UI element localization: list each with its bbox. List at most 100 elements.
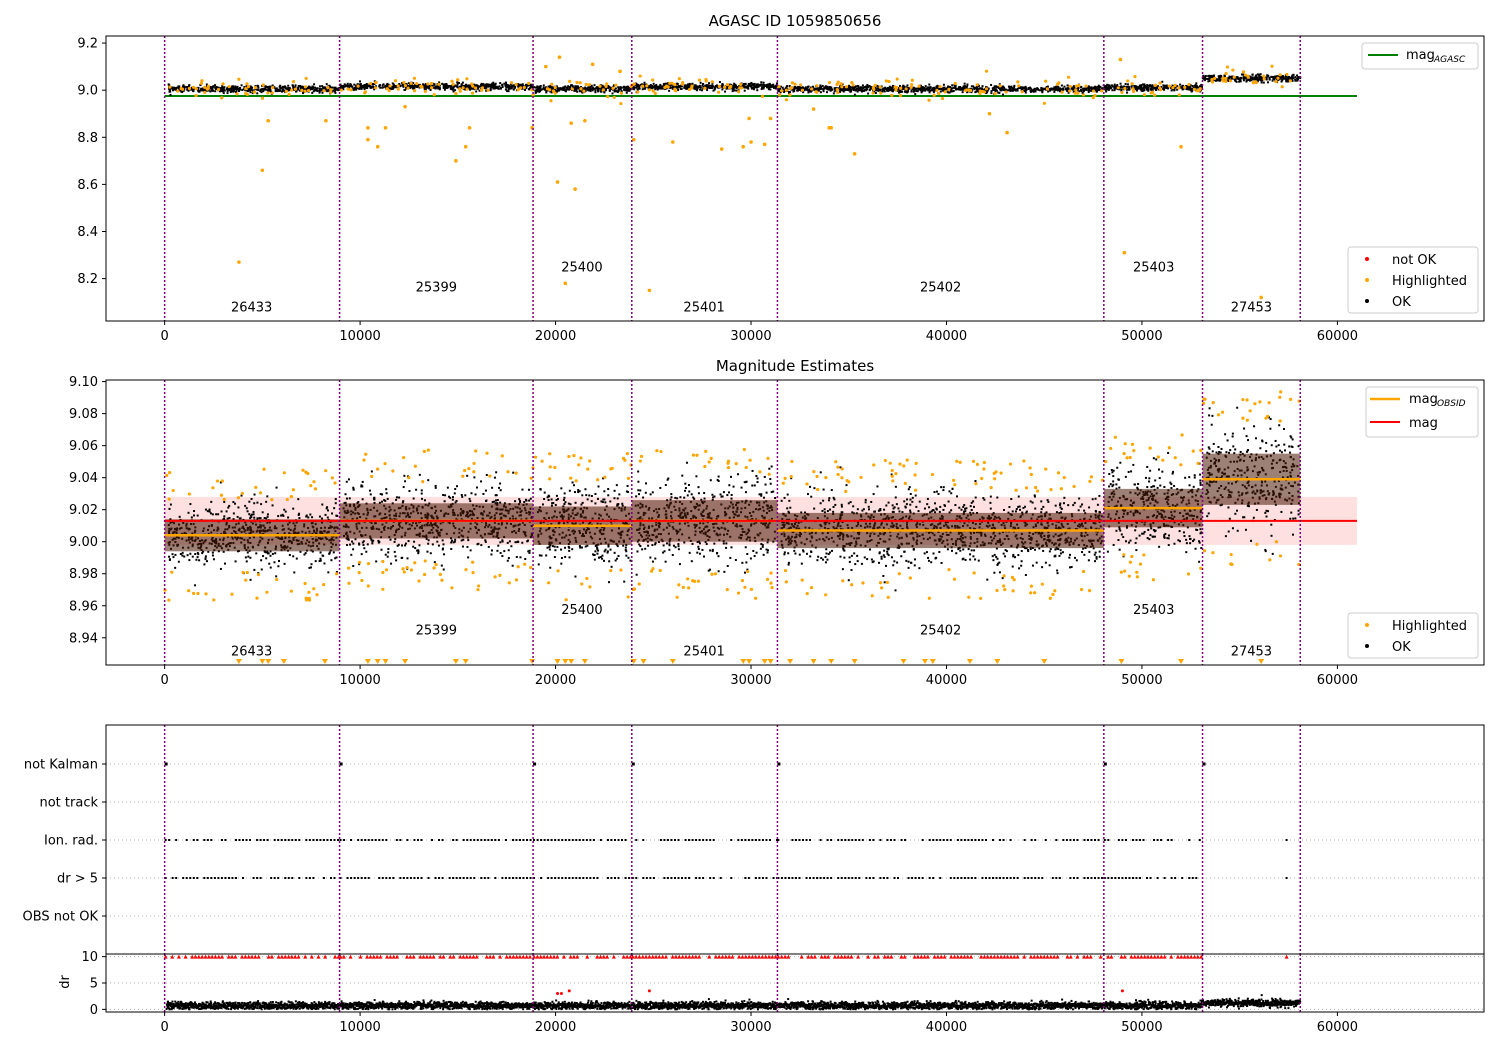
- ok-point: [325, 89, 328, 92]
- ok-point: [263, 517, 266, 520]
- ok-point: [220, 88, 223, 91]
- ok-point: [859, 89, 862, 92]
- ok-point: [1029, 89, 1032, 92]
- highlighted-point: [704, 79, 708, 83]
- ok-point: [181, 554, 184, 557]
- ok-point: [740, 85, 743, 88]
- y-tick-label: 9.0: [77, 84, 98, 99]
- ok-point: [406, 85, 409, 88]
- ok-point: [975, 90, 978, 93]
- ok-point: [1127, 85, 1130, 88]
- ok-point: [1101, 88, 1104, 91]
- ok-point: [921, 90, 924, 93]
- ok-point: [792, 88, 795, 91]
- ok-point: [1185, 84, 1188, 87]
- ok-point: [782, 88, 785, 91]
- ok-point: [564, 90, 567, 93]
- ok-point: [401, 544, 404, 547]
- ok-point: [454, 89, 457, 92]
- highlighted-point: [836, 91, 840, 95]
- ok-point: [1216, 78, 1219, 81]
- highlighted-point: [465, 77, 469, 81]
- ok-point: [889, 88, 892, 91]
- agasc-title: AGASC ID 1059850656: [709, 12, 882, 30]
- ok-point: [1261, 76, 1264, 79]
- ok-point: [769, 85, 772, 88]
- ok-point: [293, 86, 296, 89]
- highlighted-outlier: [266, 118, 271, 123]
- ok-point: [1147, 84, 1150, 87]
- ok-point: [505, 83, 508, 86]
- ok-point: [234, 560, 237, 563]
- ok-point: [438, 81, 441, 84]
- ok-point: [859, 86, 862, 89]
- ok-point: [330, 559, 333, 562]
- ok-point: [1233, 78, 1236, 81]
- ok-point: [454, 84, 457, 87]
- ok-point: [570, 84, 573, 87]
- highlighted-point: [940, 96, 945, 101]
- ok-point: [378, 540, 381, 543]
- highlighted-point: [458, 89, 462, 93]
- ok-point: [528, 87, 531, 90]
- y-tick-label: 9.2: [77, 37, 98, 52]
- ok-point: [985, 90, 988, 93]
- ok-point: [1094, 85, 1097, 88]
- ok-point: [440, 564, 443, 567]
- ok-point: [536, 85, 539, 88]
- highlighted-outlier: [543, 64, 548, 69]
- highlighted-point: [800, 88, 805, 92]
- ok-point: [310, 563, 313, 566]
- ok-point: [635, 86, 638, 89]
- highlighted-point: [653, 91, 657, 96]
- highlighted-point: [516, 88, 520, 92]
- highlighted-point: [575, 80, 579, 85]
- ok-point: [1060, 88, 1063, 91]
- ok-point: [443, 88, 446, 91]
- ok-point: [547, 85, 550, 88]
- ok-point: [543, 87, 546, 90]
- ok-point: [201, 89, 204, 92]
- ok-point: [1002, 85, 1005, 88]
- ok-point: [1142, 86, 1145, 89]
- ok-point: [581, 91, 584, 94]
- highlighted-point: [935, 88, 939, 93]
- highlighted-point: [522, 85, 526, 90]
- ok-point: [284, 510, 287, 513]
- ok-point: [215, 513, 218, 516]
- ok-point: [287, 516, 290, 519]
- ok-point: [1162, 87, 1165, 90]
- ok-point: [788, 90, 791, 93]
- ok-point: [1107, 88, 1110, 91]
- ok-point: [1134, 88, 1137, 91]
- ok-point: [959, 88, 962, 91]
- ok-point: [490, 553, 493, 556]
- ok-point: [501, 540, 504, 543]
- ok-point: [189, 503, 192, 506]
- ok-point: [1229, 75, 1232, 78]
- ok-point: [1281, 79, 1284, 82]
- ok-point: [308, 566, 311, 569]
- ok-point: [1254, 75, 1257, 78]
- ok-point: [253, 568, 256, 571]
- ok-point: [638, 87, 641, 90]
- ok-point: [698, 88, 701, 91]
- ok-point: [569, 88, 572, 91]
- magnitude-estimates-title: Magnitude Estimates: [716, 357, 874, 375]
- highlighted-point: [437, 82, 441, 86]
- ok-point: [221, 85, 224, 88]
- ok-point: [372, 85, 375, 88]
- ok-point: [584, 86, 587, 89]
- ok-point: [762, 87, 765, 90]
- ok-point: [1053, 90, 1056, 93]
- highlighted-point: [647, 88, 652, 92]
- highlighted-point: [1177, 86, 1181, 90]
- highlighted-point: [374, 81, 378, 85]
- ok-point: [735, 87, 738, 90]
- ok-point: [491, 85, 494, 88]
- ok-point: [1151, 89, 1154, 92]
- highlighted-point: [1274, 80, 1278, 84]
- ok-point: [1219, 74, 1222, 77]
- highlighted-point: [1187, 82, 1191, 87]
- ok-point: [396, 544, 399, 547]
